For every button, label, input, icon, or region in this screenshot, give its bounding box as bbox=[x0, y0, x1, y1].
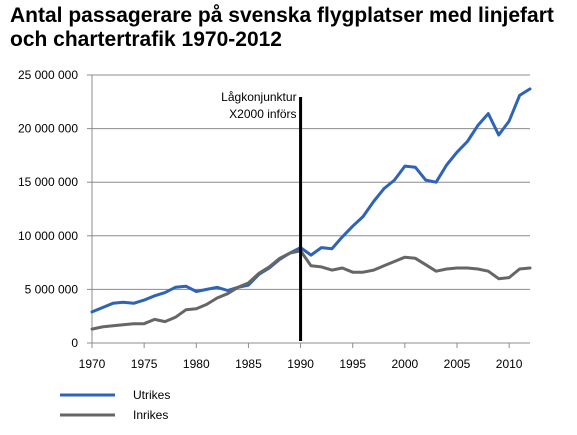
x-tick-label: 1985 bbox=[235, 357, 262, 371]
legend-label-utrikes: Utrikes bbox=[133, 388, 170, 402]
series-lines bbox=[90, 87, 532, 331]
x-tick-labels: 1970 1975 1980 1985 1990 1995 2000 2005 2010 bbox=[79, 357, 523, 371]
y-tick-label: 20 000 000 bbox=[18, 122, 78, 136]
x-tick-label: 1980 bbox=[183, 357, 210, 371]
x-tick-label: 2010 bbox=[496, 357, 523, 371]
x-tick-label: 1990 bbox=[287, 357, 314, 371]
annotation-label-line-1: Lågkonjunktur bbox=[221, 90, 296, 104]
y-tick-labels: 0 5 000 000 10 000 000 15 000 000 20 000 000… bbox=[18, 68, 78, 350]
y-tick-label: 5 000 000 bbox=[25, 282, 79, 296]
series-line-inrikes bbox=[90, 249, 532, 331]
grid-lines bbox=[87, 74, 530, 344]
x-tick-label: 1970 bbox=[79, 357, 106, 371]
annotation-label-line-2: X2000 införs bbox=[229, 107, 296, 121]
y-tick-label: 15 000 000 bbox=[18, 175, 78, 189]
x-tick-label: 1995 bbox=[339, 357, 366, 371]
legend: Utrikes Inrikes bbox=[60, 388, 170, 422]
y-tick-label: 10 000 000 bbox=[18, 229, 78, 243]
annotation: Lågkonjunktur X2000 införs bbox=[221, 90, 303, 341]
legend-item-utrikes: Utrikes bbox=[60, 388, 170, 402]
chart-title: Antal passagerare på svenska flygplatser… bbox=[10, 4, 554, 51]
x-tick-label: 2000 bbox=[392, 357, 419, 371]
x-tick-label: 1975 bbox=[131, 357, 158, 371]
series-line-utrikes bbox=[90, 87, 532, 314]
legend-item-inrikes: Inrikes bbox=[60, 408, 168, 422]
y-tick-label: 0 bbox=[71, 336, 78, 350]
y-tick-label: 25 000 000 bbox=[18, 68, 78, 82]
x-tick-label: 2005 bbox=[444, 357, 471, 371]
axes bbox=[91, 75, 530, 348]
legend-label-inrikes: Inrikes bbox=[133, 408, 168, 422]
